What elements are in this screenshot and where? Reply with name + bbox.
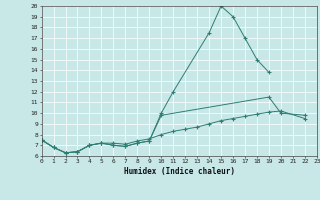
X-axis label: Humidex (Indice chaleur): Humidex (Indice chaleur) (124, 167, 235, 176)
